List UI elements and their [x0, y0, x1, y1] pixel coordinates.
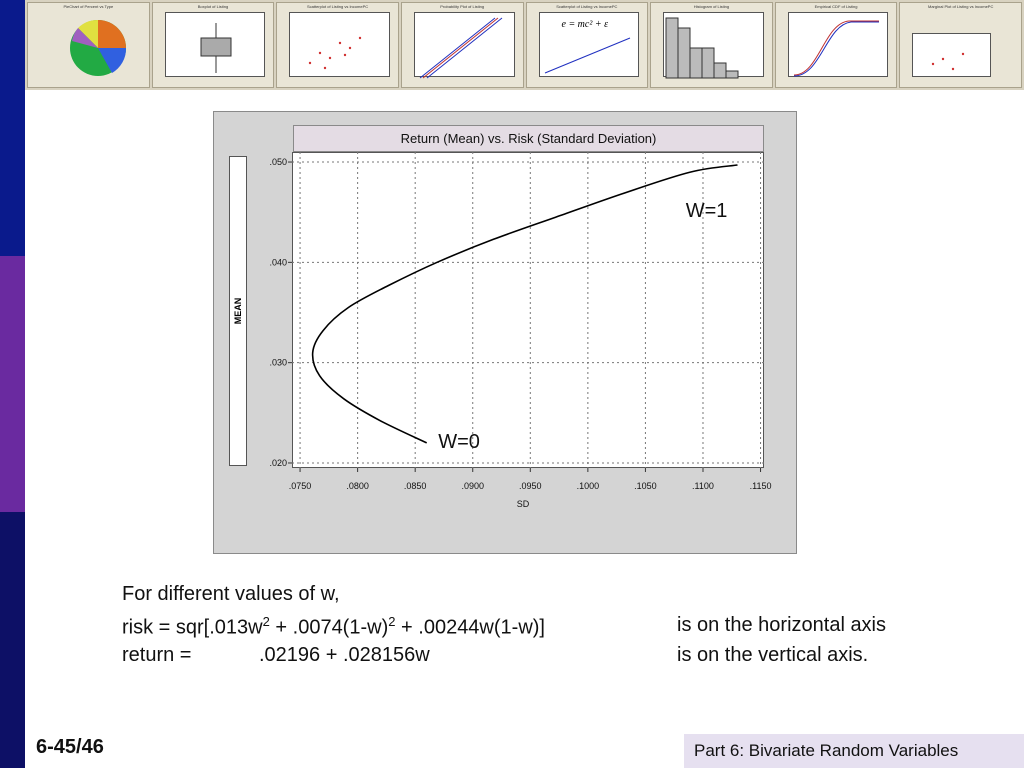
thumbnail-pie-graphic [70, 19, 127, 76]
thumbnail-probability-plot: Probability Plot of Listing [400, 2, 524, 88]
x-tick-label: .1000 [577, 481, 600, 491]
annotation-label: W=0 [438, 431, 480, 453]
x-tick-label: .0950 [519, 481, 542, 491]
risk-formula-middle: + .0074(1-w) [269, 616, 389, 639]
thumbnail-formula: e = mc² + ε [561, 19, 609, 30]
risk-formula: risk = sqr[.013w2 + .0074(1-w)2 + .00244… [122, 614, 545, 640]
thumbnail-scatterplot-regression: Scatterplot of Listing vs IncomePC e = m… [525, 2, 649, 88]
x-tick-label: .0850 [404, 481, 427, 491]
y-axis-label-box: MEAN [229, 156, 247, 466]
y-tick-label: .040 [269, 257, 287, 267]
risk-exponent-1: 2 [262, 614, 270, 629]
return-formula: .02196 + .028156w [259, 644, 430, 666]
risk-exponent-2: 2 [388, 614, 396, 629]
y-tick-label: .030 [269, 358, 287, 368]
thumbnail-marginal-plot: Marginal Plot of Listing vs IncomePC [899, 2, 1022, 88]
thumbnail-title: Boxplot of Listing [197, 4, 229, 9]
x-tick-label: .0800 [346, 481, 369, 491]
thumbnail-scatterplot: Scatterplot of Listing vs IncomePC [276, 2, 399, 88]
return-label: return = [122, 644, 192, 666]
thumbnail-histogram: Histogram of Listing [650, 2, 773, 88]
x-tick-label: .1150 [750, 481, 772, 491]
y-tick-label: .020 [269, 458, 287, 468]
thumbnail-title: Probability Plot of Listing [440, 4, 485, 9]
sidebar-band-top [0, 0, 25, 256]
thumbnail-ecdf: Empirical CDF of Listing [774, 2, 898, 88]
x-tick-label: .1100 [692, 481, 714, 491]
thumbnail-boxplot: Boxplot of Listing [151, 2, 275, 88]
footer-section-title: Part 6: Bivariate Random Variables [684, 734, 1024, 768]
risk-note: is on the horizontal axis [677, 614, 887, 636]
x-tick-label: .0750 [289, 481, 312, 491]
x-tick-label: .1050 [634, 481, 657, 491]
description-line-1: For different values of w, [122, 583, 340, 605]
thumbnail-title: Marginal Plot of Listing vs IncomePC [928, 4, 994, 9]
slide-number: 6-45/46 [36, 736, 104, 758]
thumbnail-title: Empirical CDF of Listing [814, 4, 858, 9]
sidebar-band-middle [0, 256, 25, 512]
x-axis-label: SD [517, 499, 530, 509]
frontier-line [311, 164, 738, 444]
risk-formula-prefix: risk = sqr[.013w [122, 616, 263, 639]
x-tick-label: .0900 [461, 481, 484, 491]
risk-formula-suffix: + .00244w(1-w)] [395, 616, 545, 639]
annotation-label: W=1 [686, 200, 728, 222]
return-note: is on the vertical axis. [677, 644, 869, 666]
sidebar-band-bottom [0, 512, 25, 768]
thumbnail-title: Scatterplot of Listing vs IncomePC [556, 4, 618, 9]
thumbnail-pie-chart: PieChart of Percent vs Type [27, 2, 150, 88]
thumbnail-strip: PieChart of Percent vs Type Boxplot of L… [25, 0, 1024, 90]
thumbnail-title: PieChart of Percent vs Type [63, 4, 114, 9]
y-tick-label: .050 [269, 157, 287, 167]
chart-title: Return (Mean) vs. Risk (Standard Deviati… [293, 125, 764, 152]
thumbnail-title: Scatterplot of Listing vs IncomePC [306, 4, 369, 9]
thumbnail-title: Histogram of Listing [693, 4, 730, 9]
